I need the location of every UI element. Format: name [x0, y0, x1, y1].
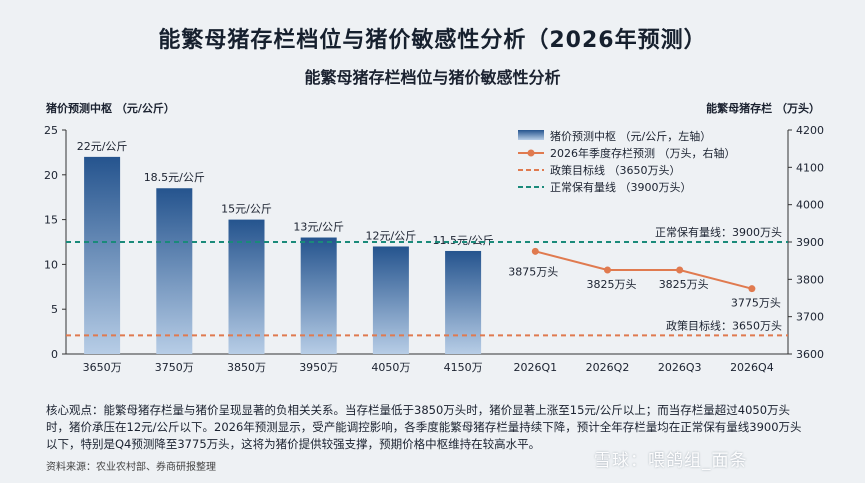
x-tick-label: 2026Q2 [586, 361, 630, 374]
right-axis-title: 能繁母猪存栏 （万头） [706, 101, 820, 115]
price-bar [445, 250, 482, 354]
price-bar [156, 188, 193, 354]
left-tick-label: 10 [44, 258, 58, 271]
data-source: 资料来源：农业农村部、券商研报整理 [46, 462, 216, 473]
right-tick-label: 4200 [796, 124, 824, 137]
left-tick-label: 5 [51, 303, 58, 316]
stock-forecast-point [604, 266, 611, 274]
legend-policy-label: 政策目标线 （3650万头） [550, 163, 681, 177]
price-bar [228, 219, 265, 354]
right-tick-label: 3600 [796, 348, 824, 361]
stock-forecast-label: 3775万头 [731, 297, 781, 310]
stock-forecast-point [748, 285, 756, 293]
x-tick-label: 2026Q4 [730, 361, 774, 374]
right-tick-label: 4000 [796, 199, 824, 212]
price-bar-label: 22元/公斤 [77, 140, 128, 153]
right-tick-label: 3900 [796, 236, 824, 249]
right-tick-label: 3800 [796, 273, 824, 286]
price-bar [84, 156, 121, 354]
right-tick-label: 3700 [796, 311, 824, 324]
stock-forecast-line [535, 250, 753, 290]
left-tick-label: 15 [44, 214, 58, 227]
stock-forecast-label: 3825万头 [659, 278, 709, 291]
stock-forecast-point [531, 247, 539, 255]
left-axis-title: 猪价预测中枢 （元/公斤） [45, 101, 175, 115]
x-tick-label: 3650万 [83, 361, 122, 374]
price-bar-label: 12元/公斤 [366, 229, 417, 242]
x-tick-label: 4050万 [371, 361, 410, 374]
price-bar-label: 13元/公斤 [293, 221, 344, 234]
x-tick-label: 3750万 [155, 361, 194, 374]
price-bar [372, 246, 409, 354]
core-view-note: 核心观点：能繁母猪存栏量与猪价呈现显著的负相关关系。当存栏量低于3850万头时，… [46, 403, 802, 451]
stock-forecast-label: 3825万头 [587, 278, 637, 291]
left-tick-label: 20 [44, 169, 58, 182]
x-tick-label: 3850万 [227, 361, 266, 374]
policy-target-label: 政策目标线：3650万头 [666, 318, 782, 332]
x-tick-label: 2026Q1 [513, 361, 557, 374]
legend-line-label: 2026年季度存栏预测 （万头，右轴） [550, 146, 736, 160]
x-tick-label: 2026Q3 [658, 361, 702, 374]
legend-bar-label: 猪价预测中枢 （元/公斤，左轴） [550, 129, 711, 143]
price-bar-label: 15元/公斤 [221, 203, 272, 216]
right-tick-label: 4100 [796, 161, 824, 174]
price-bar-label: 11.5元/公斤 [432, 234, 493, 247]
normal-holding-label: 正常保有量线：3900万头 [655, 225, 782, 239]
price-bar-label: 18.5元/公斤 [144, 171, 205, 184]
stock-forecast-point [676, 266, 684, 274]
watermark: 雪球：喂鸽组_面条 [594, 451, 748, 471]
legend-normal-label: 正常保有量线 （3900万头） [550, 180, 692, 194]
legend-line-marker [527, 149, 535, 157]
page-title: 能繁母猪存栏档位与猪价敏感性分析（2026年预测） [158, 28, 707, 53]
x-tick-label: 3950万 [299, 361, 338, 374]
chart-title: 能繁母猪存栏档位与猪价敏感性分析 [304, 68, 561, 87]
stock-forecast-label: 3875万头 [508, 265, 558, 278]
left-tick-label: 25 [44, 124, 58, 137]
x-tick-label: 4150万 [444, 361, 483, 374]
price-bar [300, 237, 337, 354]
chart: 猪价预测中枢 （元/公斤） 能繁母猪存栏 （万头） 0 5 10 15 20 25 3600… [44, 101, 824, 374]
left-tick-label: 0 [51, 348, 58, 361]
legend-bar-swatch [518, 130, 544, 140]
